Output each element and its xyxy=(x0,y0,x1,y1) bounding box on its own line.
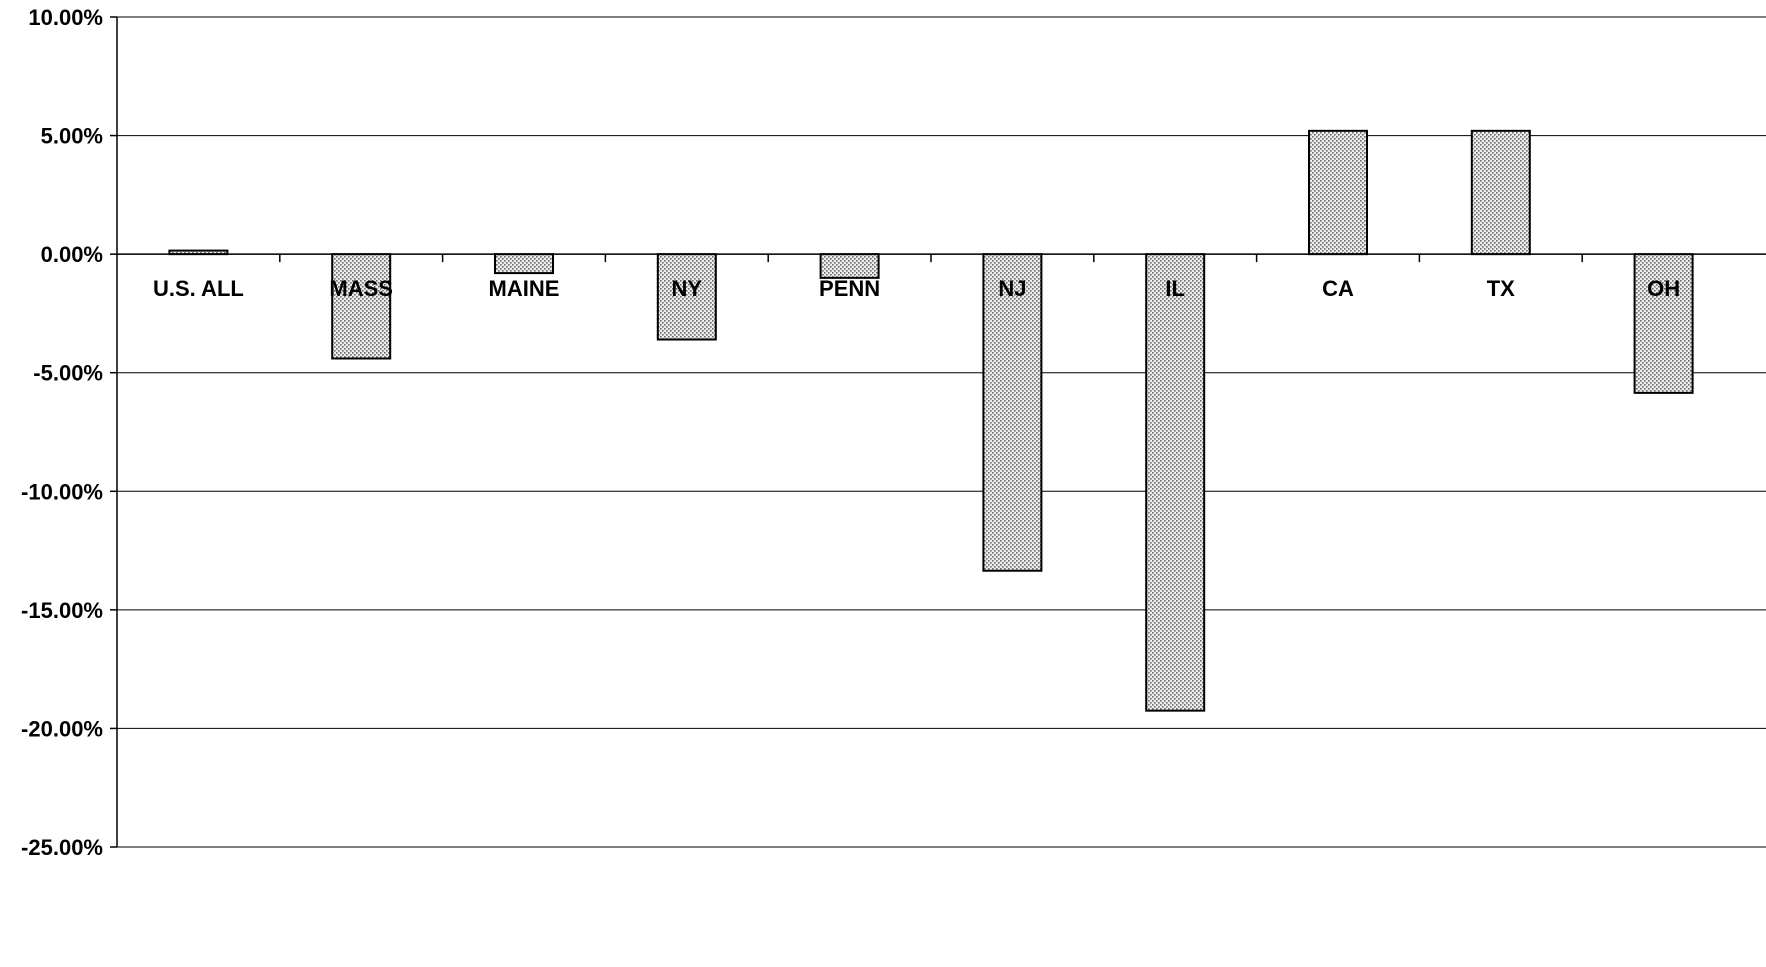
bar-oh xyxy=(1633,253,1694,394)
y-tick-label: 0.00% xyxy=(41,242,103,267)
category-label: U.S. ALL xyxy=(153,276,244,301)
category-label: MASS xyxy=(329,276,393,301)
category-label: PENN xyxy=(819,276,880,301)
y-tick-label: 5.00% xyxy=(41,124,103,149)
bar-il xyxy=(1145,253,1206,712)
category-labels: U.S. ALL MASS MAINE NY PENN NJ IL CA TX OH xyxy=(153,276,1680,301)
bar-nj xyxy=(982,253,1043,572)
bar-maine xyxy=(494,253,554,275)
bar-mass xyxy=(331,253,392,360)
category-label: TX xyxy=(1487,276,1515,301)
bars xyxy=(168,129,1694,712)
category-label: NY xyxy=(672,276,703,301)
category-label: IL xyxy=(1165,276,1185,301)
y-tick-label: -20.00% xyxy=(21,716,103,741)
category-label: OH xyxy=(1647,276,1680,301)
y-tick-label: -5.00% xyxy=(33,361,103,386)
y-tick-label: 10.00% xyxy=(28,5,103,30)
category-label: CA xyxy=(1322,276,1354,301)
bar-penn xyxy=(819,253,880,279)
bar-tx xyxy=(1470,129,1531,256)
category-label: NJ xyxy=(998,276,1026,301)
y-tick-label: -15.00% xyxy=(21,598,103,623)
y-axis-ticks: 10.00% 5.00% 0.00% -5.00% -10.00% -15.00% -20.… xyxy=(21,5,117,860)
bar-ca xyxy=(1308,129,1368,256)
y-tick-label: -10.00% xyxy=(21,479,103,504)
axes xyxy=(116,17,1766,847)
category-label: MAINE xyxy=(489,276,560,301)
y-tick-label: -25.00% xyxy=(21,835,103,860)
